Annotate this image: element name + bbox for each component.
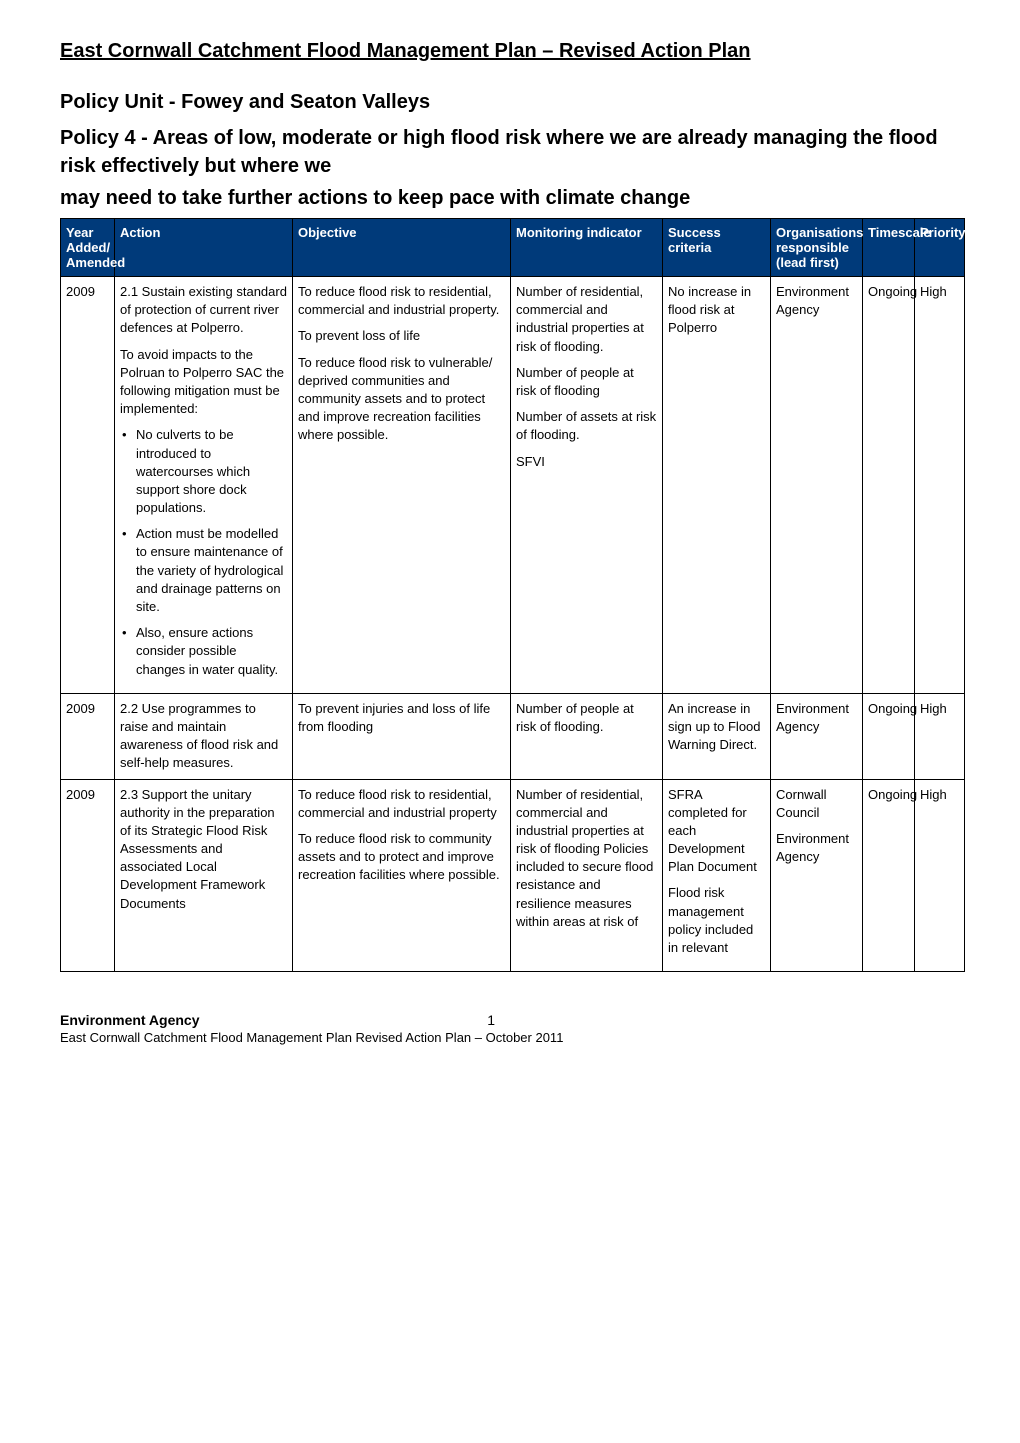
objective-para: To reduce flood risk to community assets…	[298, 830, 505, 885]
monitoring-para: Number of residential, commercial and in…	[516, 283, 657, 356]
policy-description-line1: Policy 4 - Areas of low, moderate or hig…	[60, 124, 960, 180]
footer-doc-title: East Cornwall Catchment Flood Management…	[60, 1030, 960, 1045]
monitoring-para: Number of assets at risk of flooding.	[516, 408, 657, 444]
cell-action: 2.3 Support the unitary authority in the…	[115, 779, 293, 972]
header-monitoring: Monitoring indicator	[511, 219, 663, 277]
table-row: 2009 2.1 Sustain existing standard of pr…	[61, 277, 965, 694]
success-para: Flood risk management policy included in…	[668, 884, 765, 957]
footer-page-number: 1	[487, 1012, 495, 1028]
org-para: Cornwall Council	[776, 786, 857, 822]
objective-para: To reduce flood risk to residential, com…	[298, 283, 505, 319]
cell-objective: To prevent injuries and loss of life fro…	[293, 693, 511, 779]
table-header-row: Year Added/ Amended Action Objective Mon…	[61, 219, 965, 277]
action-bullet-list: No culverts to be introduced to watercou…	[120, 426, 287, 678]
document-title: East Cornwall Catchment Flood Management…	[60, 40, 960, 63]
action-para: 2.1 Sustain existing standard of protect…	[120, 283, 287, 338]
cell-year: 2009	[61, 693, 115, 779]
action-para: To avoid impacts to the Polruan to Polpe…	[120, 346, 287, 419]
table-row: 2009 2.2 Use programmes to raise and mai…	[61, 693, 965, 779]
cell-org: Cornwall Council Environment Agency	[771, 779, 863, 972]
success-para: SFRA completed for each Development Plan…	[668, 786, 765, 877]
org-para: Environment Agency	[776, 830, 857, 866]
header-success: Success criteria	[663, 219, 771, 277]
monitoring-para: Number of people at risk of flooding	[516, 364, 657, 400]
header-org: Organisations responsible (lead first)	[771, 219, 863, 277]
cell-org: Environment Agency	[771, 277, 863, 694]
cell-success: An increase in sign up to Flood Warning …	[663, 693, 771, 779]
footer-agency: Environment Agency	[60, 1012, 200, 1028]
cell-action: 2.1 Sustain existing standard of protect…	[115, 277, 293, 694]
cell-success: No increase in flood risk at Polperro	[663, 277, 771, 694]
success-para: An increase in sign up to Flood Warning …	[668, 700, 765, 755]
monitoring-para: SFVI	[516, 453, 657, 471]
policy-unit-heading: Policy Unit - Fowey and Seaton Valleys	[60, 91, 960, 114]
page-footer: Environment Agency 1 East Cornwall Catch…	[60, 1012, 960, 1045]
header-priority: Priority	[915, 219, 965, 277]
header-action: Action	[115, 219, 293, 277]
header-timescale: Timescale	[863, 219, 915, 277]
cell-objective: To reduce flood risk to residential, com…	[293, 779, 511, 972]
cell-priority: High	[915, 693, 965, 779]
cell-action: 2.2 Use programmes to raise and maintain…	[115, 693, 293, 779]
objective-para: To prevent loss of life	[298, 327, 505, 345]
cell-year: 2009	[61, 277, 115, 694]
header-year: Year Added/ Amended	[61, 219, 115, 277]
cell-monitoring: Number of residential, commercial and in…	[511, 779, 663, 972]
action-plan-table: Year Added/ Amended Action Objective Mon…	[60, 218, 965, 972]
cell-objective: To reduce flood risk to residential, com…	[293, 277, 511, 694]
action-bullet: Action must be modelled to ensure mainte…	[120, 525, 287, 616]
action-bullet: No culverts to be introduced to watercou…	[120, 426, 287, 517]
objective-para: To reduce flood risk to vulnerable/ depr…	[298, 354, 505, 445]
cell-monitoring: Number of people at risk of flooding.	[511, 693, 663, 779]
action-bullet: Also, ensure actions consider possible c…	[120, 624, 287, 679]
policy-description-line2: may need to take further actions to keep…	[60, 184, 960, 212]
table-row: 2009 2.3 Support the unitary authority i…	[61, 779, 965, 972]
cell-monitoring: Number of residential, commercial and in…	[511, 277, 663, 694]
cell-year: 2009	[61, 779, 115, 972]
objective-para: To reduce flood risk to residential, com…	[298, 786, 505, 822]
cell-timescale: Ongoing	[863, 277, 915, 694]
cell-success: SFRA completed for each Development Plan…	[663, 779, 771, 972]
cell-priority: High	[915, 277, 965, 694]
cell-timescale: Ongoing	[863, 693, 915, 779]
cell-priority: High	[915, 779, 965, 972]
cell-org: Environment Agency	[771, 693, 863, 779]
cell-timescale: Ongoing	[863, 779, 915, 972]
header-objective: Objective	[293, 219, 511, 277]
